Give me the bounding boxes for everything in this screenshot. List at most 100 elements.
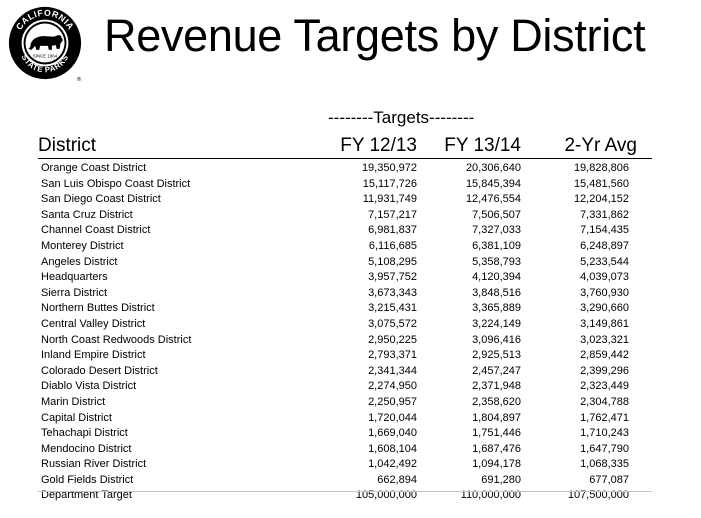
table-row: Northern Buttes District 3,215,431 3,365,8… xyxy=(0,301,701,317)
table-row: Russian River District 1,042,492 1,094,178… xyxy=(0,457,701,473)
value-cell: 20,306,640 xyxy=(465,162,521,174)
table-row: Channel Coast District 6,981,837 7,327,033… xyxy=(0,223,701,239)
value-cell: 2,371,948 xyxy=(472,380,521,393)
value-cell: 662,894 xyxy=(377,473,417,486)
value-cell: 7,157,217 xyxy=(368,208,417,221)
value-cell: 2,250,957 xyxy=(368,395,417,408)
value-cell: 110,000,000 xyxy=(460,489,521,502)
value-cell: 3,224,149 xyxy=(472,317,521,330)
bear-icon xyxy=(28,35,63,50)
value-cell: 3,096,416 xyxy=(472,333,521,346)
value-cell: 2,358,620 xyxy=(472,395,521,408)
value-cell: 3,848,516 xyxy=(472,286,521,299)
district-name-cell: Tehachapi District xyxy=(41,427,128,440)
column-header-district: District xyxy=(38,135,97,156)
value-cell: 7,331,862 xyxy=(580,208,629,221)
district-name-cell: Central Valley District xyxy=(41,317,146,330)
value-cell: 1,751,446 xyxy=(472,427,521,440)
value-cell: 3,215,431 xyxy=(368,302,417,315)
value-cell: 3,149,861 xyxy=(580,317,629,330)
table-row: Orange Coast District 19,350,972 20,306,64… xyxy=(0,161,701,177)
table-row: Tehachapi District 1,669,040 1,751,446 1,71… xyxy=(0,426,701,442)
value-cell: 5,108,295 xyxy=(368,255,417,268)
value-cell: 2,457,247 xyxy=(472,364,521,377)
district-name-cell: Sierra District xyxy=(41,286,108,299)
value-cell: 2,859,442 xyxy=(580,349,629,362)
total-divider xyxy=(38,491,652,492)
value-cell: 105,000,000 xyxy=(355,489,417,502)
value-cell: 2,323,449 xyxy=(580,380,629,393)
district-name-cell: San Diego Coast District xyxy=(41,193,161,206)
district-name-cell: Marin District xyxy=(41,395,106,408)
value-cell: 1,804,897 xyxy=(472,411,521,424)
table-row: Marin District 2,250,957 2,358,620 2,304,78… xyxy=(0,395,701,411)
value-cell: 2,274,950 xyxy=(368,380,417,393)
table-row: Capital District 1,720,044 1,804,897 1,762,… xyxy=(0,411,701,427)
district-name-cell: Angeles District xyxy=(41,255,118,268)
value-cell: 2,399,296 xyxy=(580,364,629,377)
value-cell: 15,481,560 xyxy=(573,177,629,190)
logo-since: SINCE 1864 xyxy=(33,54,58,59)
california-state-parks-logo: CALIFORNIA STATE PARKS SINCE 1864 ® xyxy=(8,6,82,82)
district-name-cell: Headquarters xyxy=(41,271,108,284)
header-divider xyxy=(38,158,652,159)
district-name-cell: Inland Empire District xyxy=(41,349,146,362)
targets-group-header: --------Targets-------- xyxy=(328,108,475,127)
value-cell: 6,981,837 xyxy=(368,224,417,237)
value-cell: 1,094,178 xyxy=(472,458,521,471)
value-cell: 1,687,476 xyxy=(472,442,521,455)
district-name-cell: Santa Cruz District xyxy=(41,208,133,221)
value-cell: 6,248,897 xyxy=(580,239,629,252)
table-row: Monterey District 6,116,685 6,381,109 6,248… xyxy=(0,239,701,255)
page-title: Revenue Targets by District xyxy=(104,10,646,61)
district-name-cell: Department Target xyxy=(41,489,132,502)
table-row: Sierra District 3,673,343 3,848,516 3,760,9… xyxy=(0,286,701,302)
value-cell: 12,476,554 xyxy=(465,193,521,206)
column-header-2yr-avg: 2-Yr Avg xyxy=(564,135,637,156)
value-cell: 7,327,033 xyxy=(472,224,521,237)
district-name-cell: Orange Coast District xyxy=(41,162,147,174)
value-cell: 2,341,344 xyxy=(368,364,417,377)
logo-registered: ® xyxy=(77,76,82,82)
value-cell: 1,647,790 xyxy=(580,442,629,455)
value-cell: 3,023,321 xyxy=(580,333,629,346)
value-cell: 11,931,749 xyxy=(362,193,417,206)
table-row: Mendocino District 1,608,104 1,687,476 1,64… xyxy=(0,442,701,458)
district-name-cell: North Coast Redwoods District xyxy=(41,333,192,346)
district-name-cell: Mendocino District xyxy=(41,442,132,455)
table-row: Headquarters 3,957,752 4,120,394 4,039,073 xyxy=(0,270,701,286)
district-name-cell: Channel Coast District xyxy=(41,224,151,237)
value-cell: 3,075,572 xyxy=(368,317,417,330)
value-cell: 1,608,104 xyxy=(368,442,417,455)
table-row: Angeles District 5,108,295 5,358,793 5,233,… xyxy=(0,255,701,271)
value-cell: 1,042,492 xyxy=(368,458,417,471)
value-cell: 1,720,044 xyxy=(368,411,417,424)
value-cell: 3,673,343 xyxy=(368,286,417,299)
value-cell: 15,845,394 xyxy=(465,177,521,190)
value-cell: 1,710,243 xyxy=(580,427,629,440)
value-cell: 691,280 xyxy=(481,473,521,486)
value-cell: 2,304,788 xyxy=(580,395,629,408)
value-cell: 7,154,435 xyxy=(580,224,629,237)
value-cell: 15,117,726 xyxy=(362,177,417,190)
table-row: Santa Cruz District 7,157,217 7,506,507 7,3… xyxy=(0,208,701,224)
district-name-cell: Diablo Vista District xyxy=(41,380,137,393)
value-cell: 19,350,972 xyxy=(361,162,417,174)
district-name-cell: Monterey District xyxy=(41,239,124,252)
table-row: Colorado Desert District 2,341,344 2,457,2… xyxy=(0,364,701,380)
table-row: North Coast Redwoods District 2,950,225 3,… xyxy=(0,333,701,349)
value-cell: 5,233,544 xyxy=(580,255,629,268)
value-cell: 1,068,335 xyxy=(580,458,629,471)
value-cell: 3,365,889 xyxy=(472,302,521,315)
value-cell: 6,381,109 xyxy=(472,239,521,252)
value-cell: 4,120,394 xyxy=(472,271,521,284)
value-cell: 3,290,660 xyxy=(580,302,629,315)
district-table: Orange Coast District 19,350,972 20,306,64… xyxy=(0,161,701,504)
column-header-fy1314: FY 13/14 xyxy=(444,135,521,156)
district-name-cell: Russian River District xyxy=(41,458,147,471)
value-cell: 5,358,793 xyxy=(472,255,521,268)
table-row: Diablo Vista District 2,274,950 2,371,948 2… xyxy=(0,379,701,395)
value-cell: 2,925,513 xyxy=(472,349,521,362)
district-name-cell: Colorado Desert District xyxy=(41,364,158,377)
value-cell: 2,950,225 xyxy=(368,333,417,346)
